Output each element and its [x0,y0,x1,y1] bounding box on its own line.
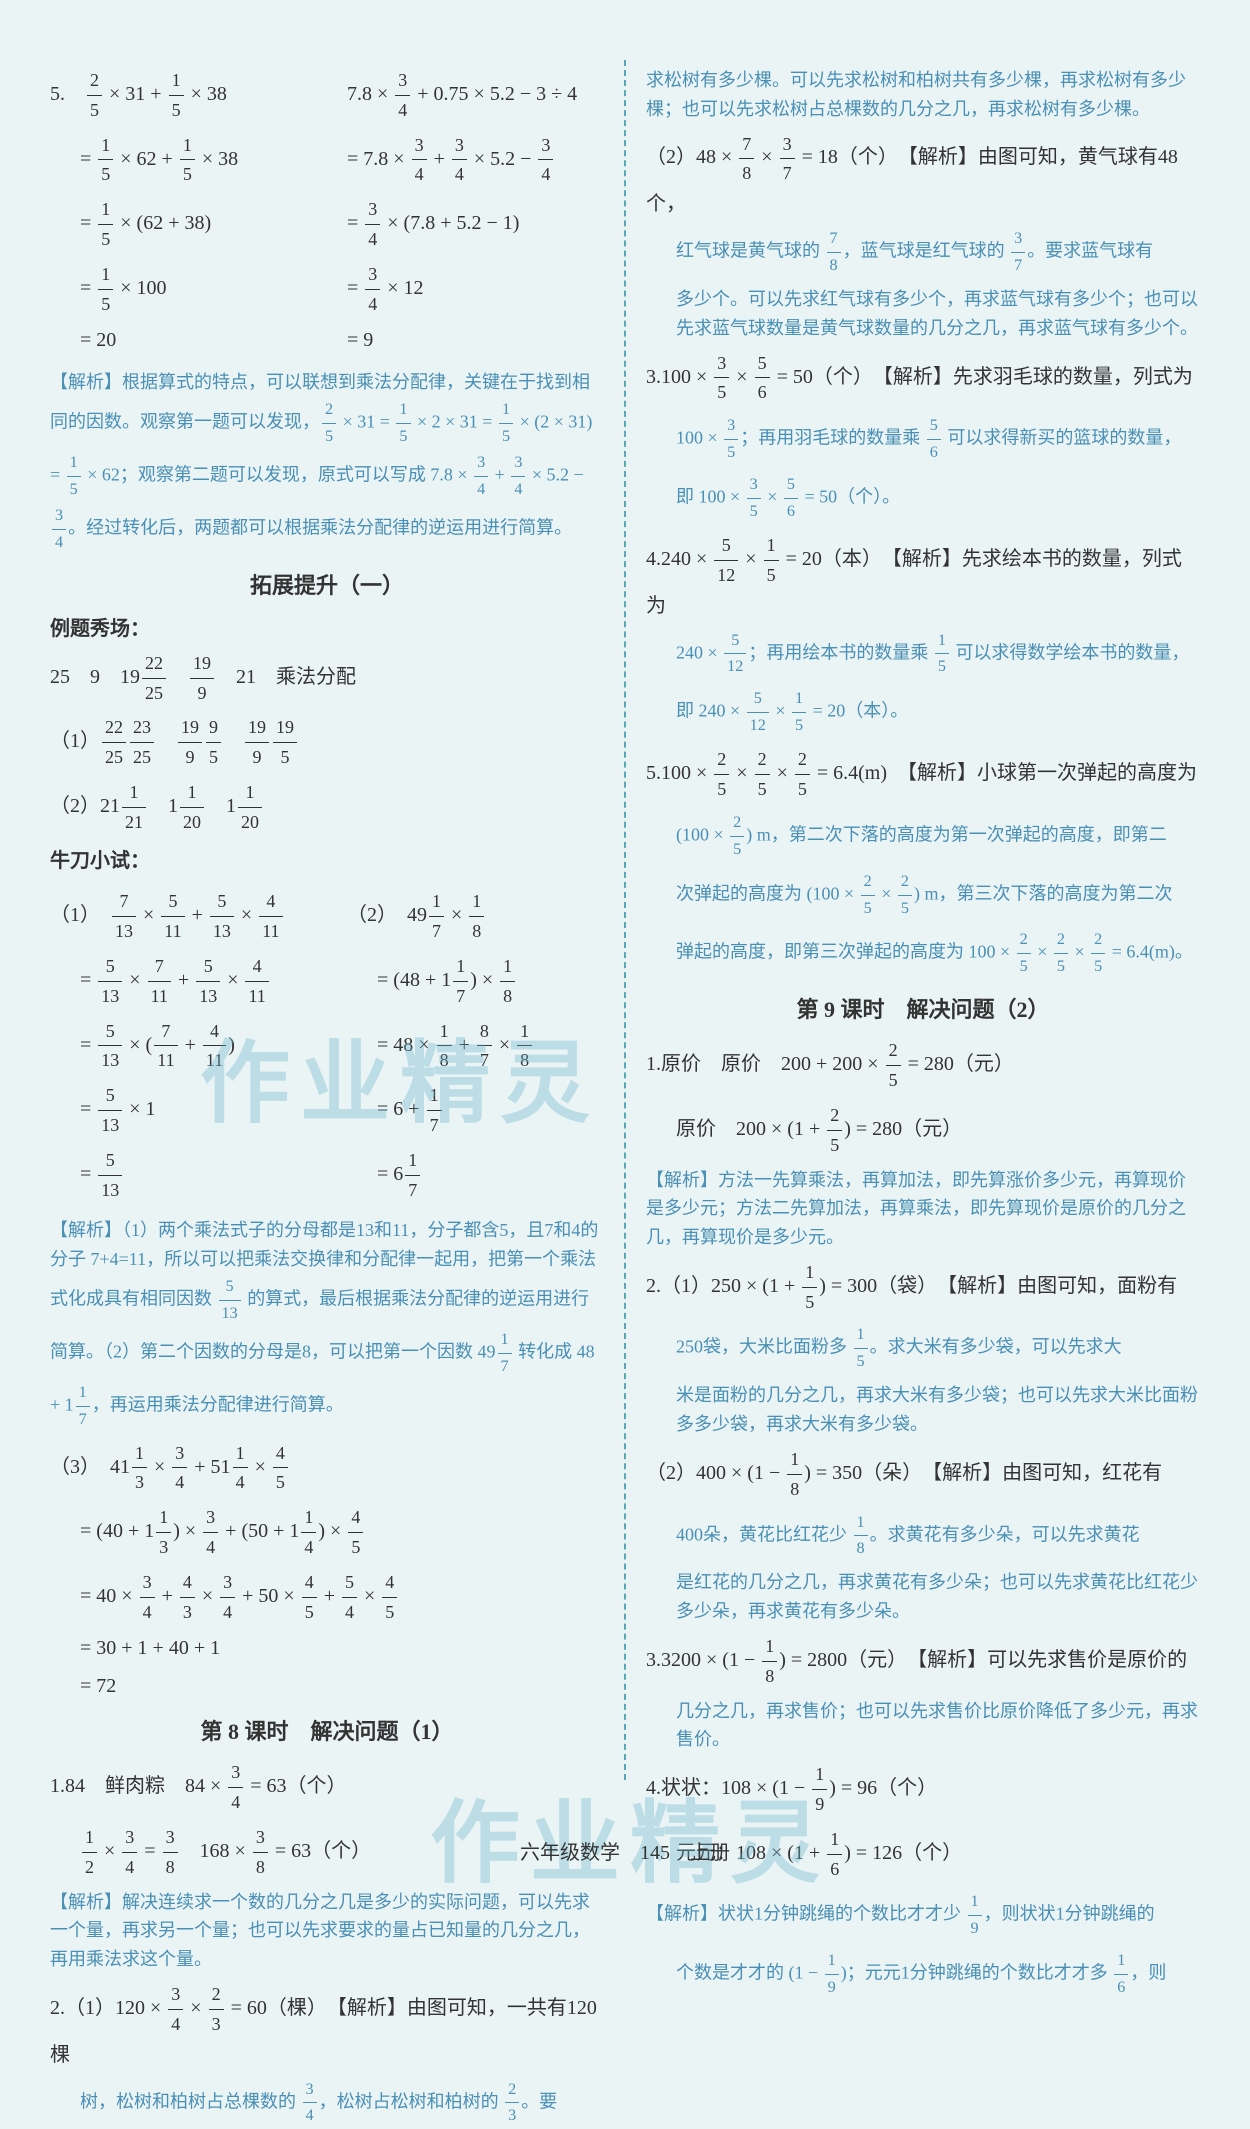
l9-2f: 是红花的几分之几，再求黄花有多少朵；也可以先求黄花比红花少多少朵，再求黄花有多少… [646,1568,1200,1626]
r3b: 100 × 35；再用羽毛球的数量乘 56 可以求得新买的篮球的数量， [646,413,1200,466]
right-column: 求松树有多少棵。可以先求松树和柏树共有多少棵，再求松树有多少棵；也可以先求松树占… [646,60,1200,1780]
l9-1-analysis: 【解析】方法一先算乘法，再算加法，即先算涨价多少元，再算现价是多少元；方法二先算… [646,1166,1200,1252]
niu1-a0: （1） 713 × 511 + 513 × 411 [50,887,307,946]
p5-a3: = 15 × 100 [50,260,307,319]
niu1-b1: = (48 + 117) × 18 [347,952,604,1011]
left-column: 5. 25 × 31 + 15 × 38 = 15 × 62 + 15 × 38… [50,60,604,1780]
p5-a2: = 15 × (62 + 38) [50,195,307,254]
ext-sub1: 例题秀场： [50,612,604,641]
l8-2b: 树，松树和柏树占总棵数的 34，松树占松树和柏树的 23。要 [50,2077,604,2129]
ext-sub2: 牛刀小试： [50,844,604,873]
l9-2d-text: （2）400 × (1 − 18) = 350（朵） 【解析】由图可知，红花有 [646,1462,1162,1484]
l9-2b: 250袋，大米比面粉多 15。求大米有多少袋，可以先求大 [646,1322,1200,1375]
l9-2d: （2）400 × (1 − 18) = 350（朵） 【解析】由图可知，红花有 [646,1445,1200,1504]
r4a: 4.240 × 512 × 15 = 20（本） 【解析】先求绘本书的数量，列式… [646,531,1200,622]
ext-line2: （1）22252325 19995 199195 [50,713,604,772]
niu1-b2: = 48 × 18 + 87 × 18 [347,1017,604,1076]
column-divider [624,60,626,1780]
r4b: 240 × 512；再用绘本书的数量乘 15 可以求得数学绘本书的数量， [646,628,1200,681]
r4a-text: 4.240 × 512 × 15 = 20（本） 【解析】先求绘本书的数量，列式… [646,548,1182,617]
r4c: 即 240 × 512 × 15 = 20（本）。 [646,686,1200,739]
ext-line1: 25 9 192225 199 21 乘法分配 [50,649,604,708]
r3a: 3.100 × 35 × 56 = 50（个） 【解析】先求羽毛球的数量，列式为 [646,349,1200,408]
l9-3a-text: 3.3200 × (1 − 18) = 2800（元） 【解析】可以先求售价是原… [646,1649,1187,1671]
niu3-4: = 72 [50,1670,604,1702]
p5-b0: 7.8 × 34 + 0.75 × 5.2 − 3 ÷ 4 [347,66,604,125]
problem-5: 5. 25 × 31 + 15 × 38 = 15 × 62 + 15 × 38… [50,60,604,362]
page-columns: 5. 25 × 31 + 15 × 38 = 15 × 62 + 15 × 38… [50,60,1200,1780]
p5-b3: = 34 × 12 [347,260,604,319]
r5c: 次弹起的高度为 (100 × 25 × 25) m，第三次下落的高度为第二次 [646,869,1200,922]
l9-2c: 米是面粉的几分之几，再求大米有多少袋；也可以先求大米比面粉多多少袋，再求大米有多… [646,1381,1200,1439]
l9-4a: 4.状状：108 × (1 − 19) = 96（个） [646,1760,1200,1819]
ext-heading: 拓展提升（一） [50,568,604,600]
r-top-1: （2）48 × 78 × 37 = 18（个） 【解析】由图可知，黄气球有48个… [646,130,1200,221]
niu-3: （3） 4113 × 34 + 5114 × 45 = (40 + 113) ×… [50,1439,604,1703]
niu1-a1: = 513 × 711 + 513 × 411 [50,952,307,1011]
l9-4d: 个数是才才的 (1 − 19)；元元1分钟跳绳的个数比才才多 16，则 [646,1948,1200,2001]
niu1-b3: = 6 + 17 [347,1081,604,1140]
niu3-0: （3） 4113 × 34 + 5114 × 45 [50,1439,604,1498]
niu3-1: = (40 + 113) × 34 + (50 + 114) × 45 [50,1503,604,1562]
l8-1a: 1.84 鲜肉粽 84 × 34 = 63（个） [50,1758,604,1817]
l8-2a-text: 2.（1）120 × 34 × 23 = 60（棵） 【解析】由图可知，一共有1… [50,1997,597,2066]
l9-3b: 几分之几，再求售价；也可以先求售价比原价降低了多少元，再求售价。 [646,1697,1200,1755]
p5-analysis: 【解析】根据算式的特点，可以联想到乘法分配律，关键在于找到相同的因数。观察第一题… [50,368,604,555]
l8-2a: 2.（1）120 × 34 × 23 = 60（棵） 【解析】由图可知，一共有1… [50,1980,604,2071]
l8-1-analysis: 【解析】解决连续求一个数的几分之几是多少的实际问题，可以先求一个量，再求另一个量… [50,1888,604,1974]
niu-analysis: 【解析】（1）两个乘法式子的分母都是13和11，分子都含5，且7和4的分子 7+… [50,1216,604,1432]
l9-3a: 3.3200 × (1 − 18) = 2800（元） 【解析】可以先求售价是原… [646,1632,1200,1691]
l9-2a-text: 2.（1）250 × (1 + 15) = 300（袋） 【解析】由图可知，面粉… [646,1275,1177,1297]
r3a-text: 3.100 × 35 × 56 = 50（个） 【解析】先求羽毛球的数量，列式为 [646,366,1193,388]
p5-b1: = 7.8 × 34 + 34 × 5.2 − 34 [347,131,604,190]
l9-1b: 原价 200 × (1 + 25) = 280（元） [646,1101,1200,1160]
niu1-a2: = 513 × (711 + 411) [50,1017,307,1076]
p5-a1: = 15 × 62 + 15 × 38 [50,131,307,190]
niu3-3: = 30 + 1 + 40 + 1 [50,1632,604,1664]
l9-4c: 【解析】状状1分钟跳绳的个数比才才少 19，则状状1分钟跳绳的 [646,1889,1200,1942]
p5-b4: = 9 [347,324,604,356]
p5-b2: = 34 × (7.8 + 5.2 − 1) [347,195,604,254]
p5-a4: = 20 [50,324,307,356]
l9-2a: 2.（1）250 × (1 + 15) = 300（袋） 【解析】由图可知，面粉… [646,1258,1200,1317]
r-top-2: 红气球是黄气球的 78，蓝气球是红气球的 37。要求蓝气球有 [646,226,1200,279]
niu-1: （1） 713 × 511 + 513 × 411 = 513 × 711 + … [50,881,604,1210]
r5a-text: 5.100 × 25 × 25 × 25 = 6.4(m) 【解析】小球第一次弹… [646,762,1197,784]
r-top-0: 求松树有多少棵。可以先求松树和柏树共有多少棵，再求松树有多少棵；也可以先求松树占… [646,66,1200,124]
page-footer: 六年级数学 145 上册 [0,1836,1250,1865]
r5a: 5.100 × 25 × 25 × 25 = 6.4(m) 【解析】小球第一次弹… [646,745,1200,804]
niu1-a4: = 513 [50,1146,307,1205]
r-top-3: 多少个。可以先求红气球有多少个，再求蓝气球有多少个；也可以先求蓝气球数量是黄气球… [646,285,1200,343]
ext-line3: （2）21121 1120 1120 [50,778,604,837]
lesson8-heading: 第 8 课时 解决问题（1） [50,1714,604,1746]
r5d: 弹起的高度，即第三次弹起的高度为 100 × 25 × 25 × 25 = 6.… [646,927,1200,980]
lesson9-heading: 第 9 课时 解决问题（2） [646,992,1200,1024]
niu3-2: = 40 × 34 + 43 × 34 + 50 × 45 + 54 × 45 [50,1568,604,1627]
r-top-1-text: （2）48 × 78 × 37 = 18（个） 【解析】由图可知，黄气球有48个… [646,146,1178,215]
niu1-a3: = 513 × 1 [50,1081,307,1140]
r3c: 即 100 × 35 × 56 = 50（个）。 [646,472,1200,525]
l9-1a: 1.原价 原价 200 + 200 × 25 = 280（元） [646,1036,1200,1095]
l9-2e: 400朵，黄花比红花少 18。求黄花有多少朵，可以先求黄花 [646,1510,1200,1563]
niu1-b4: = 617 [347,1146,604,1205]
r5b: (100 × 25) m，第二次下落的高度为第一次弹起的高度，即第二 [646,810,1200,863]
p5-a0: 5. 25 × 31 + 15 × 38 [50,66,307,125]
niu1-b0: （2） 4917 × 18 [347,887,604,946]
